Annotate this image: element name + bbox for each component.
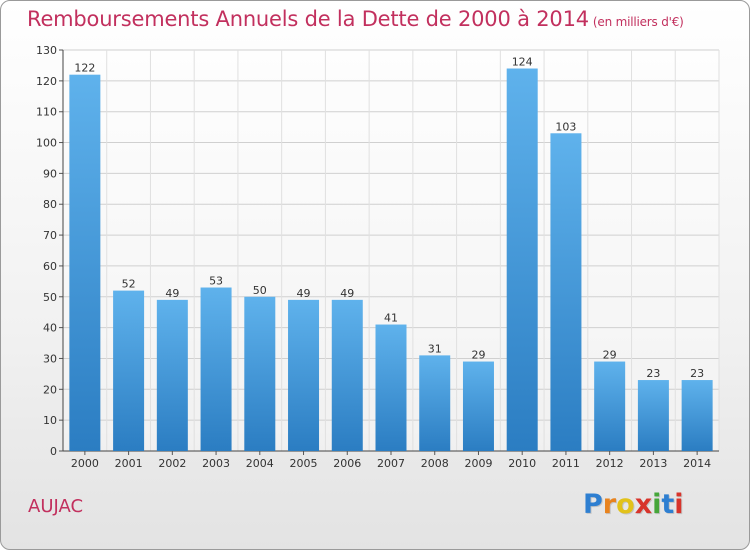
- y-tick-label: 80: [43, 198, 57, 211]
- y-tick-label: 10: [43, 414, 57, 427]
- x-tick-label: 2001: [115, 457, 143, 470]
- data-label: 52: [122, 278, 136, 291]
- x-tick-label: 2002: [158, 457, 186, 470]
- bar: [594, 361, 626, 451]
- bar: [419, 355, 451, 451]
- data-label: 122: [74, 62, 95, 75]
- y-tick-label: 90: [43, 167, 57, 180]
- bar: [637, 380, 669, 451]
- y-tick-label: 110: [36, 106, 57, 119]
- data-label: 124: [512, 56, 533, 69]
- bar: [331, 299, 363, 451]
- data-label: 50: [253, 284, 267, 297]
- data-label: 53: [209, 275, 223, 288]
- x-tick-label: 2004: [246, 457, 274, 470]
- y-tick-label: 30: [43, 352, 57, 365]
- logo-letter: x: [634, 489, 653, 520]
- bar: [681, 380, 713, 451]
- x-tick-label: 2011: [552, 457, 580, 470]
- data-label: 23: [690, 367, 704, 380]
- x-tick-label: 2010: [508, 457, 536, 470]
- y-tick-label: 60: [43, 260, 57, 273]
- y-tick-label: 50: [43, 291, 57, 304]
- bar: [200, 287, 232, 451]
- chart-title: Remboursements Annuels de la Dette de 20…: [27, 7, 684, 31]
- x-tick-label: 2005: [290, 457, 318, 470]
- x-tick-label: 2014: [683, 457, 711, 470]
- data-label: 41: [384, 312, 398, 325]
- logo-letter: i: [674, 489, 684, 520]
- bar: [550, 133, 582, 452]
- commune-name: AUJAC: [28, 496, 84, 517]
- bar: [113, 290, 145, 451]
- bar: [462, 361, 494, 451]
- x-tick-label: 2008: [421, 457, 449, 470]
- data-label: 31: [428, 342, 442, 355]
- x-tick-label: 2012: [596, 457, 624, 470]
- bar: [244, 296, 276, 451]
- x-tick-label: 2013: [639, 457, 667, 470]
- data-label: 103: [555, 120, 576, 133]
- x-tick-label: 2003: [202, 457, 230, 470]
- data-label: 29: [471, 349, 485, 362]
- y-tick-label: 70: [43, 229, 57, 242]
- bar: [288, 299, 320, 451]
- logo-letter: t: [661, 489, 675, 520]
- bar: [69, 74, 101, 451]
- logo-letter: i: [652, 489, 662, 520]
- proxiti-logo: Proxiti: [583, 489, 684, 520]
- x-tick-label: 2009: [464, 457, 492, 470]
- y-tick-label: 0: [50, 445, 57, 458]
- data-label: 29: [603, 349, 617, 362]
- y-tick-label: 100: [36, 137, 57, 150]
- y-tick-label: 120: [36, 75, 57, 88]
- x-tick-label: 2006: [333, 457, 361, 470]
- data-label: 49: [297, 287, 311, 300]
- logo-letter: P: [583, 489, 603, 520]
- data-label: 23: [646, 367, 660, 380]
- logo-letter: r: [602, 489, 617, 520]
- y-tick-label: 20: [43, 383, 57, 396]
- logo-letter: o: [616, 489, 635, 520]
- y-tick-label: 130: [36, 44, 57, 57]
- y-tick-label: 40: [43, 322, 57, 335]
- data-label: 49: [340, 287, 354, 300]
- bar: [506, 68, 538, 451]
- title-text: Remboursements Annuels de la Dette de 20…: [27, 7, 589, 31]
- unit-label: (en milliers d'€): [592, 15, 684, 29]
- x-tick-label: 2007: [377, 457, 405, 470]
- bar: [156, 299, 188, 451]
- x-tick-label: 2000: [71, 457, 99, 470]
- data-label: 49: [165, 287, 179, 300]
- bar: [375, 324, 407, 451]
